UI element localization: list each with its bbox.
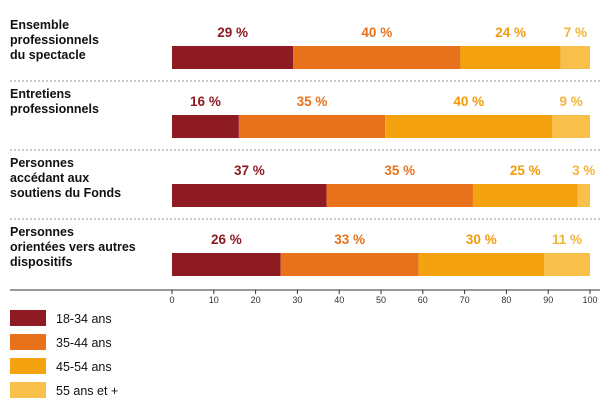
bar-segment <box>472 184 578 207</box>
data-label: 3 % <box>572 163 595 178</box>
data-label: 24 % <box>495 25 526 40</box>
category-label-line: Personnes <box>10 156 74 170</box>
category-label: Personnes accédant aux soutiens du Fonds <box>10 156 121 200</box>
x-tick-label: 20 <box>251 295 261 305</box>
legend-label: 18-34 ans <box>56 312 112 326</box>
x-tick-label: 0 <box>169 295 174 305</box>
legend: 18-34 ans 35-44 ans 45-54 ans 55 ans et + <box>10 310 118 398</box>
data-label: 25 % <box>510 163 541 178</box>
bar-segment <box>172 253 281 276</box>
category-label-line: Entretiens <box>10 87 71 101</box>
data-label: 35 % <box>384 163 415 178</box>
bar-segment <box>552 115 590 138</box>
bar-segment <box>172 184 327 207</box>
legend-swatch <box>10 358 46 374</box>
category-label-line: orientées vers autres <box>10 240 136 254</box>
x-tick-label: 80 <box>501 295 511 305</box>
legend-label: 45-54 ans <box>56 360 112 374</box>
x-tick-label: 60 <box>418 295 428 305</box>
category-label: Personnes orientées vers autres dispositif… <box>10 225 136 269</box>
data-label: 33 % <box>334 232 365 247</box>
data-label: 35 % <box>297 94 328 109</box>
bar-segment <box>172 115 239 138</box>
data-label: 26 % <box>211 232 242 247</box>
x-tick-label: 70 <box>460 295 470 305</box>
legend-swatch <box>10 310 46 326</box>
x-tick-label: 50 <box>376 295 386 305</box>
data-label: 29 % <box>217 25 248 40</box>
data-label: 11 % <box>552 232 582 247</box>
legend-swatch <box>10 334 46 350</box>
bar-segment <box>560 46 590 69</box>
category-label-line: professionnels <box>10 102 99 116</box>
data-label: 40 % <box>361 25 392 40</box>
x-tick-label: 40 <box>334 295 344 305</box>
legend-label: 55 ans et + <box>56 384 118 398</box>
legend-swatch <box>10 382 46 398</box>
bar-segment <box>418 253 545 276</box>
category-label: Ensemble professionnels du spectacle <box>10 18 99 62</box>
bar-segment <box>280 253 419 276</box>
x-tick-label: 10 <box>209 295 219 305</box>
data-label: 30 % <box>466 232 497 247</box>
bar-segment <box>326 184 473 207</box>
bar-segment <box>385 115 553 138</box>
bar-segment <box>460 46 561 69</box>
data-label: 9 % <box>560 94 583 109</box>
data-label: 7 % <box>564 25 587 40</box>
data-label: 37 % <box>234 163 265 178</box>
x-tick-label: 30 <box>292 295 302 305</box>
bar-segment <box>238 115 386 138</box>
category-labels: Ensemble professionnels du spectacleEntret… <box>10 18 136 269</box>
x-tick-label: 100 <box>582 295 597 305</box>
category-label-line: Ensemble <box>10 18 69 32</box>
bar-segment <box>172 46 294 69</box>
category-label-line: Personnes <box>10 225 74 239</box>
bars <box>172 46 590 276</box>
bar-segment <box>577 184 590 207</box>
category-label: Entretiens professionnels <box>10 87 99 116</box>
legend-label: 35-44 ans <box>56 336 112 350</box>
category-label-line: professionnels <box>10 33 99 47</box>
bar-segment <box>293 46 461 69</box>
x-tick-label: 90 <box>543 295 553 305</box>
data-label: 16 % <box>190 94 221 109</box>
x-axis: 0 10 20 30 40 50 60 70 80 90 100 <box>10 289 600 305</box>
category-label-line: dispositifs <box>10 255 73 269</box>
bar-segment <box>544 253 590 276</box>
category-label-line: du spectacle <box>10 48 86 62</box>
category-label-line: accédant aux <box>10 171 89 185</box>
category-label-line: soutiens du Fonds <box>10 186 121 200</box>
data-labels: 29 % 40 % 24 % 7 % 16 % 35 % 40 % 9 % 37 % 35 % 25… <box>190 25 595 247</box>
data-label: 40 % <box>453 94 484 109</box>
